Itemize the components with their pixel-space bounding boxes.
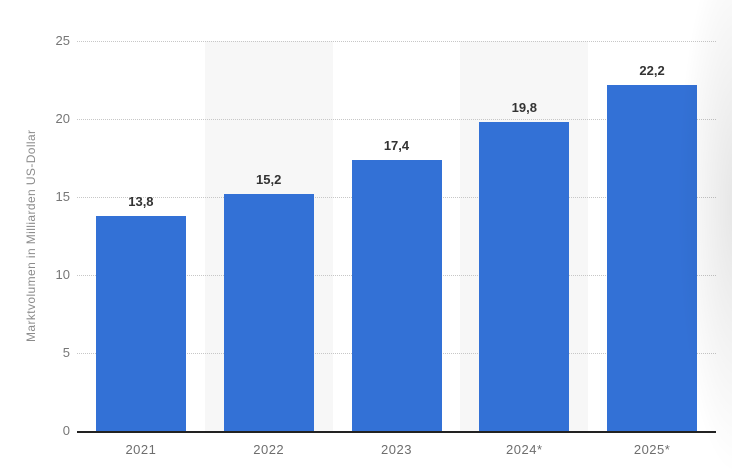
bar-2021[interactable]: [95, 215, 186, 431]
bar-value-label: 17,4: [383, 137, 410, 153]
y-tick-label: 15: [55, 189, 70, 204]
x-axis-label-2025: 2025*: [633, 442, 671, 457]
bar-2025*[interactable]: [607, 84, 698, 431]
bar-value-label: 22,2: [639, 62, 665, 78]
gridline: [77, 119, 716, 120]
bar-2023[interactable]: [351, 159, 442, 431]
y-tick-label: 20: [55, 111, 70, 126]
x-axis-labels: 2021 2022 2023 2024* 2025*: [77, 442, 716, 462]
bar-value-label: 19,8: [511, 100, 537, 116]
y-tick-label: 0: [62, 423, 70, 438]
x-axis-label-2024: 2024*: [506, 442, 543, 457]
y-tick-label: 5: [62, 345, 70, 360]
plot-area: 13,8 15,2 17,4 19,8 22,2: [77, 41, 716, 433]
bar-2024*[interactable]: [479, 122, 570, 431]
bar-value-label: 13,8: [128, 193, 154, 209]
x-axis-label-2021: 2021: [125, 442, 157, 457]
y-tick-label: 25: [55, 33, 70, 48]
x-axis-label-2023: 2023: [381, 442, 412, 457]
gridline: [77, 41, 716, 42]
y-tick-label: 10: [55, 267, 70, 282]
bar-2022[interactable]: [223, 193, 314, 431]
bar-value-label: 15,2: [256, 171, 282, 187]
y-axis-ticks: 0 5 10 15 20 25: [0, 33, 70, 438]
x-axis-label-2022: 2022: [253, 442, 285, 457]
